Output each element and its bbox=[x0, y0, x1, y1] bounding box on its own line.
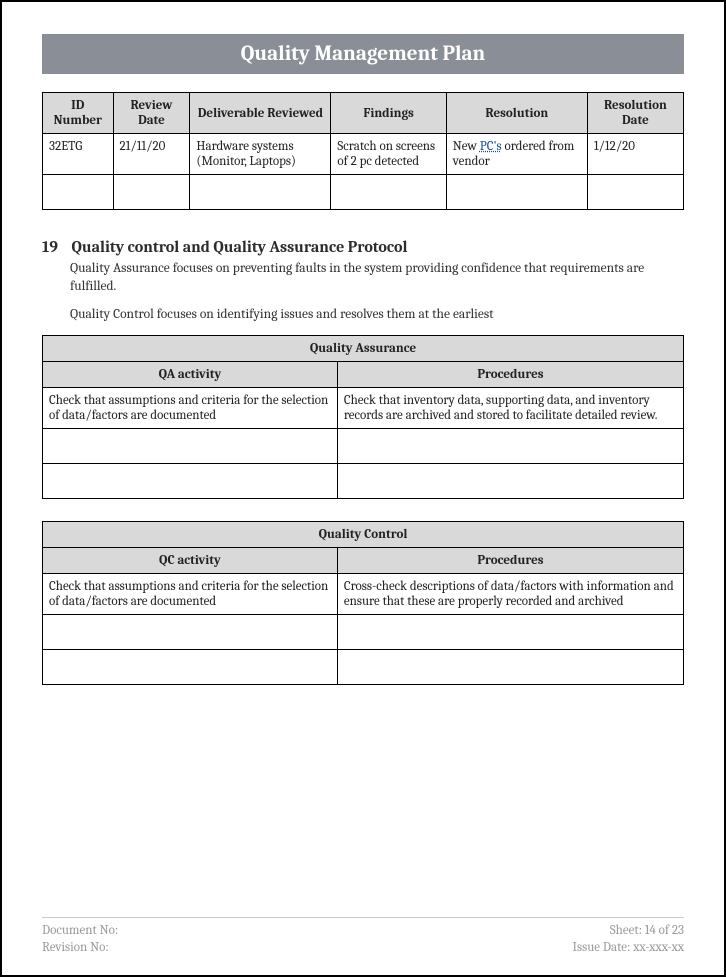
cell-resolution: New PC's ordered from vendor bbox=[446, 134, 587, 175]
col-review-date: Review Date bbox=[113, 93, 190, 134]
section-heading: 19 Quality control and Quality Assurance… bbox=[42, 238, 684, 256]
col-id: ID Number bbox=[43, 93, 114, 134]
table-row-empty bbox=[43, 175, 684, 210]
col-resolution: Resolution bbox=[446, 93, 587, 134]
qa-col-procedures: Procedures bbox=[337, 361, 683, 387]
cell-id: 32ETG bbox=[43, 134, 114, 175]
footer-right: Sheet: 14 of 23 Issue Date: xx-xxx-xx bbox=[573, 922, 684, 957]
qa-col-activity: QA activity bbox=[43, 361, 338, 387]
table-row: 32ETG 21/11/20 Hardware systems (Monitor… bbox=[43, 134, 684, 175]
table-row-empty bbox=[43, 463, 684, 498]
col-deliverable: Deliverable Reviewed bbox=[190, 93, 331, 134]
page: Quality Management Plan ID Number Review… bbox=[0, 0, 726, 977]
section-paragraph-1: Quality Assurance focuses on preventing … bbox=[70, 260, 684, 296]
qa-title: Quality Assurance bbox=[43, 335, 684, 361]
page-footer: Document No: Revision No: Sheet: 14 of 2… bbox=[42, 917, 684, 957]
section-number: 19 bbox=[42, 238, 68, 256]
qc-col-activity: QC activity bbox=[43, 547, 338, 573]
table-header-row: ID Number Review Date Deliverable Review… bbox=[43, 93, 684, 134]
qa-table: Quality Assurance QA activity Procedures… bbox=[42, 335, 684, 499]
page-title-bar: Quality Management Plan bbox=[42, 34, 684, 74]
qc-activity: Check that assumptions and criteria for … bbox=[43, 573, 338, 614]
doc-no-label: Document No: bbox=[42, 922, 118, 940]
table-row: Check that assumptions and criteria for … bbox=[43, 573, 684, 614]
section-paragraph-2: Quality Control focuses on identifying i… bbox=[70, 306, 684, 324]
section-title: Quality control and Quality Assurance Pr… bbox=[72, 238, 408, 256]
qa-activity: Check that assumptions and criteria for … bbox=[43, 387, 338, 428]
resolution-prefix: New bbox=[453, 139, 480, 154]
sheet-label: Sheet: 14 of 23 bbox=[573, 922, 684, 940]
table-row-empty bbox=[43, 649, 684, 684]
resolution-link[interactable]: PC's bbox=[480, 139, 502, 154]
review-log-table: ID Number Review Date Deliverable Review… bbox=[42, 92, 684, 210]
footer-left: Document No: Revision No: bbox=[42, 922, 118, 957]
qc-title: Quality Control bbox=[43, 521, 684, 547]
qc-procedure: Cross-check descriptions of data/factors… bbox=[337, 573, 683, 614]
issue-date-label: Issue Date: xx-xxx-xx bbox=[573, 939, 684, 957]
table-row-empty bbox=[43, 614, 684, 649]
rev-no-label: Revision No: bbox=[42, 939, 118, 957]
table-row-empty bbox=[43, 428, 684, 463]
table-row: Check that assumptions and criteria for … bbox=[43, 387, 684, 428]
cell-deliverable: Hardware systems (Monitor, Laptops) bbox=[190, 134, 331, 175]
qa-procedure: Check that inventory data, supporting da… bbox=[337, 387, 683, 428]
qc-col-procedures: Procedures bbox=[337, 547, 683, 573]
cell-res-date: 1/12/20 bbox=[587, 134, 683, 175]
cell-findings: Scratch on screens of 2 pc detected bbox=[331, 134, 446, 175]
col-findings: Findings bbox=[331, 93, 446, 134]
cell-date: 21/11/20 bbox=[113, 134, 190, 175]
col-resolution-date: Resolution Date bbox=[587, 93, 683, 134]
qc-table: Quality Control QC activity Procedures C… bbox=[42, 521, 684, 685]
